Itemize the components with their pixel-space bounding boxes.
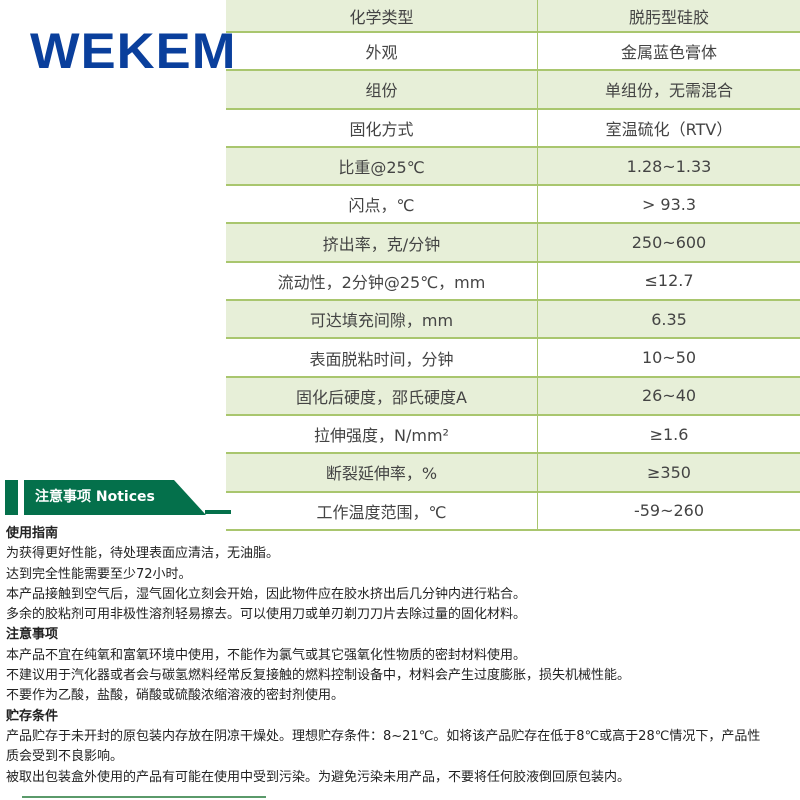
spec-value: ≤12.7 (644, 271, 694, 291)
spec-value: 1.28~1.33 (626, 156, 712, 176)
note-line: 本产品不宜在纯氧和富氧环境中使用，不能作为氯气或其它强氧化性物质的密封材料使用。 (6, 647, 527, 663)
spec-row: 固化方式 室温硫化（RTV） (226, 109, 800, 148)
spec-label: 固化后硬度，邵氏硬度A (226, 377, 538, 414)
spec-value: 10~50 (641, 348, 697, 368)
spec-row: 表面脱粘时间，分钟 10~50 (226, 339, 800, 378)
spec-row: 固化后硬度，邵氏硬度A 26~40 (226, 377, 800, 416)
section-heading: 贮存条件 (6, 708, 59, 724)
notes: 使用指南为获得更好性能，待处理表面应清洁，无油脂。 达到完全性能需要至少72小时。… (6, 524, 800, 788)
spec-table: 化学类型 脱肟型硅胶外观 金属蓝色膏体组份 单组份，无需混合固化方式 室温硫化（RTV）… (226, 0, 800, 531)
spec-row: 挤出率，克/分钟 250~600 (226, 224, 800, 263)
spec-label: 闪点，℃ (226, 186, 538, 223)
spec-value: ≥350 (647, 462, 691, 482)
spec-label: 固化方式 (226, 109, 538, 146)
spec-row: 工作温度范围，℃ -59~260 (226, 492, 800, 531)
spec-value: 金属蓝色膏体 (620, 43, 717, 63)
banner-line (205, 510, 231, 514)
note-line: 产品贮存于未开封的原包装内存放在阴凉干燥处。理想贮存条件：8~21℃。如将该产品… (6, 728, 761, 744)
spec-row: 断裂延伸率，% ≥350 (226, 454, 800, 493)
spec-label: 工作温度范围，℃ (226, 492, 538, 529)
spec-row: 比重@25℃ 1.28~1.33 (226, 147, 800, 187)
note-line: 质会受到不良影响。 (6, 749, 124, 765)
spec-label: 挤出率，克/分钟 (226, 224, 538, 261)
spec-label: 外观 (226, 33, 538, 70)
notices-title: 注意事项 Notices (24, 480, 206, 515)
spec-value: 单组份，无需混合 (604, 81, 733, 101)
spec-label: 组份 (226, 71, 538, 108)
spec-label: 流动性，2分钟@25℃，mm (226, 262, 538, 300)
spec-value: ≥1.6 (649, 424, 689, 444)
note-line: 被取出包装盒外使用的产品有可能在使用中受到污染。为避免污染未用产品，不要将任何胶… (6, 769, 631, 785)
divider (22, 796, 266, 798)
spec-label: 拉伸强度，N/mm² (226, 415, 538, 453)
spec-label: 表面脱粘时间，分钟 (226, 339, 538, 376)
spec-row: 拉伸强度，N/mm² ≥1.6 (226, 415, 800, 455)
spec-row: 可达填充间隙，mm 6.35 (226, 301, 800, 340)
spec-row: 流动性，2分钟@25℃，mm ≤12.7 (226, 262, 800, 302)
note-line: 不建议用于汽化器或者会与碳氢燃料经常反复接触的燃料控制设备中，材料会产生过度膨胀… (6, 668, 631, 684)
spec-value: 6.35 (651, 309, 687, 329)
note-line: 不要作为乙酸，盐酸，硝酸或硫酸浓缩溶液的密封剂使用。 (6, 688, 345, 704)
section-heading: 使用指南 (6, 526, 59, 541)
spec-value: 26~40 (641, 386, 697, 406)
spec-row: 外观 金属蓝色膏体 (226, 33, 800, 72)
spec-value: > 93.3 (641, 194, 697, 214)
spec-value: -59~260 (633, 501, 705, 521)
spec-label: 断裂延伸率，% (226, 454, 538, 491)
section-heading: 注意事项 (6, 627, 59, 643)
spec-row: 闪点，℃ > 93.3 (226, 186, 800, 225)
note-line: 为获得更好性能，待处理表面应清洁，无油脂。 (6, 546, 280, 562)
note-line: 本产品接触到空气后，湿气固化立刻会开始，因此物件应在胶水挤出后几分钟内进行粘合。 (6, 586, 527, 602)
note-line: 多余的胶粘剂可用非极性溶剂轻易擦去。可以使用刀或单刃剃刀刀片去除过量的固化材料。 (6, 607, 527, 623)
spec-label: 比重@25℃ (226, 147, 538, 185)
spec-value: 室温硫化（RTV） (605, 119, 733, 139)
banner-bar (5, 480, 18, 515)
spec-row: 化学类型 脱肟型硅胶 (226, 0, 800, 33)
spec-value: 250~600 (631, 233, 707, 253)
notices-banner: 注意事项 Notices (5, 480, 231, 515)
wekem-logo: WEKEM (30, 23, 237, 79)
spec-row: 组份 单组份，无需混合 (226, 71, 800, 110)
spec-label: 化学类型 (226, 0, 538, 31)
note-line: 达到完全性能需要至少72小时。 (6, 566, 192, 582)
spec-label: 可达填充间隙，mm (226, 301, 538, 338)
spec-value: 脱肟型硅胶 (628, 7, 709, 27)
